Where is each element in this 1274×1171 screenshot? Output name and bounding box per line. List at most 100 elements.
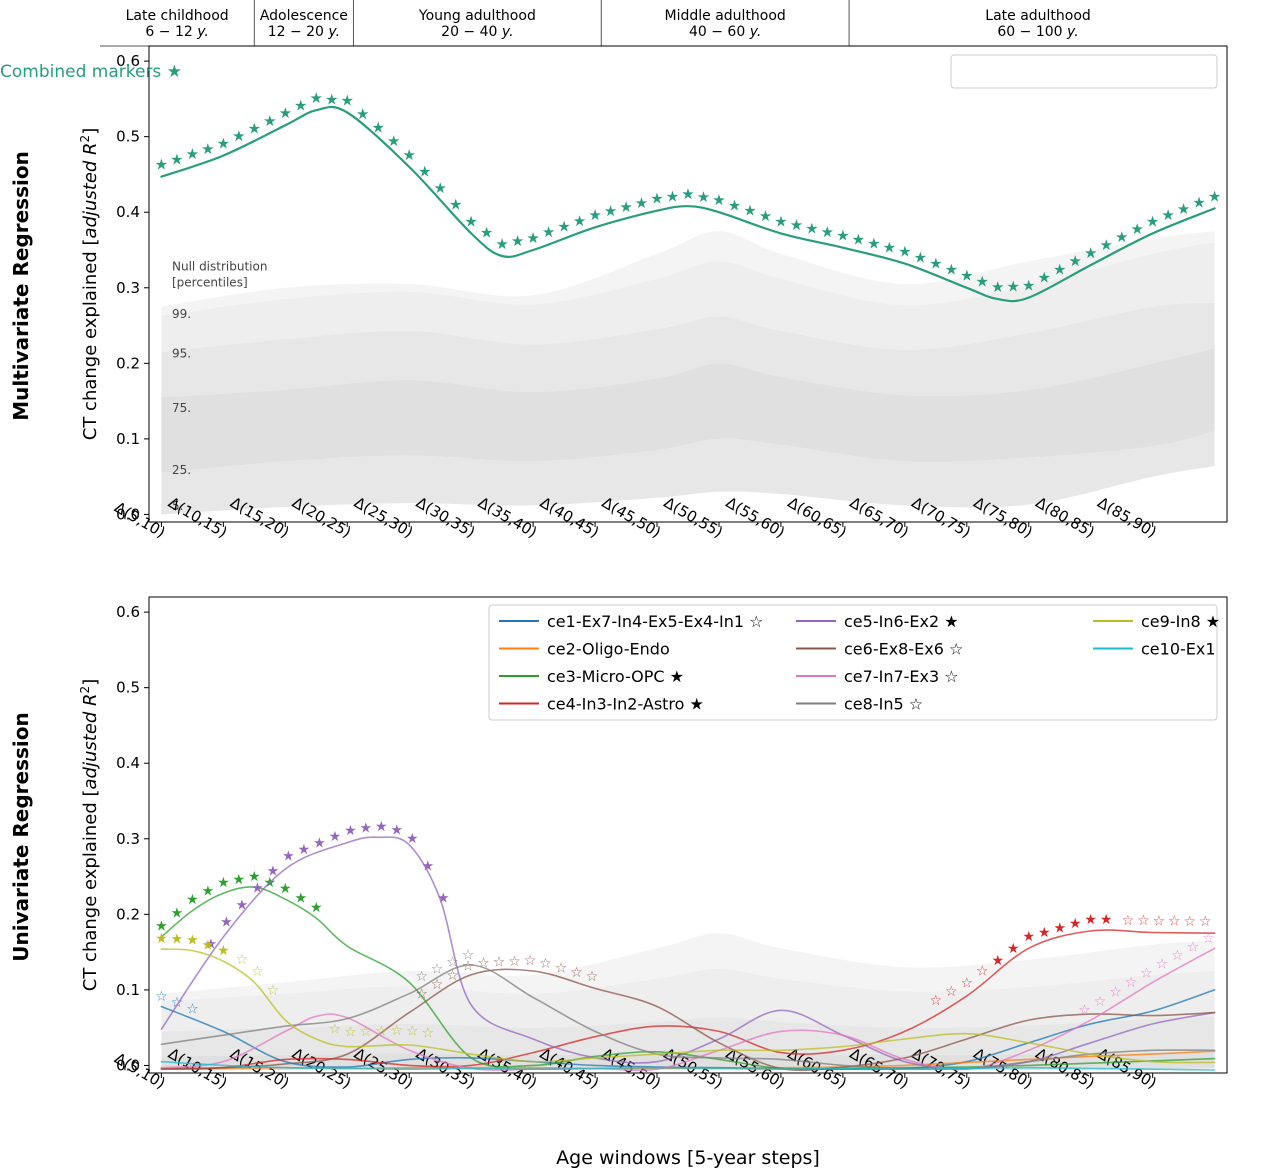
significance-star-filled: ★ bbox=[480, 224, 493, 242]
significance-star-filled: ★ bbox=[1069, 916, 1082, 932]
significance-star-filled: ★ bbox=[542, 223, 555, 241]
significance-star-filled: ★ bbox=[666, 187, 679, 205]
significance-star-filled: ★ bbox=[294, 97, 307, 115]
significance-star-filled: ★ bbox=[526, 229, 539, 247]
significance-star-filled: ★ bbox=[635, 194, 648, 212]
significance-star-filled: ★ bbox=[619, 198, 632, 216]
significance-star-filled: ★ bbox=[313, 835, 326, 851]
stage-name: Young adulthood bbox=[418, 8, 536, 24]
significance-star-filled: ★ bbox=[743, 202, 756, 220]
significance-star-open: ☆ bbox=[930, 993, 943, 1009]
significance-star-filled: ★ bbox=[511, 232, 524, 250]
significance-star-filled: ★ bbox=[1115, 228, 1128, 246]
legend-entry: ce5-In6-Ex2 ★ bbox=[844, 612, 959, 631]
legend-box bbox=[950, 54, 1218, 89]
significance-star-open: ☆ bbox=[1078, 1003, 1091, 1019]
legend-box bbox=[488, 604, 1218, 721]
series-line bbox=[160, 929, 1216, 1070]
x-tick-label: Δ(60,65) bbox=[785, 493, 850, 541]
y-tick-label: 0.1 bbox=[116, 430, 140, 448]
significance-star-filled: ★ bbox=[201, 140, 214, 158]
significance-star-filled: ★ bbox=[1177, 200, 1190, 218]
significance-star-open: ☆ bbox=[1140, 966, 1153, 982]
significance-star-filled: ★ bbox=[375, 819, 388, 835]
significance-star-filled: ★ bbox=[155, 919, 168, 935]
y-tick-label: 0.1 bbox=[116, 981, 140, 999]
significance-star-filled: ★ bbox=[1038, 925, 1051, 941]
significance-star-filled: ★ bbox=[310, 900, 323, 916]
significance-star-filled: ★ bbox=[233, 872, 246, 888]
significance-star-open: ☆ bbox=[1184, 914, 1197, 930]
significance-star-filled: ★ bbox=[422, 858, 435, 874]
significance-star-open: ☆ bbox=[555, 960, 568, 976]
significance-star-open: ☆ bbox=[1137, 913, 1150, 929]
multivariate-panel: Null distribution [percentiles] 99. 95. 75. 2… bbox=[0, 45, 1228, 541]
significance-star-filled: ★ bbox=[282, 849, 295, 865]
significance-star-open: ☆ bbox=[329, 1021, 342, 1037]
significance-star-filled: ★ bbox=[604, 202, 617, 220]
significance-star-filled: ★ bbox=[1146, 212, 1159, 230]
significance-star-filled: ★ bbox=[325, 90, 338, 108]
axes-frame bbox=[148, 596, 1228, 1074]
significance-star-filled: ★ bbox=[1022, 277, 1035, 295]
significance-star-filled: ★ bbox=[960, 267, 973, 285]
significance-star-filled: ★ bbox=[1084, 244, 1097, 262]
significance-star-filled: ★ bbox=[929, 255, 942, 273]
significance-star-filled: ★ bbox=[217, 875, 230, 891]
stage-name: Late adulthood bbox=[985, 8, 1091, 24]
significance-star-filled: ★ bbox=[251, 881, 264, 897]
significance-star-open: ☆ bbox=[462, 958, 475, 974]
significance-star-open: ☆ bbox=[267, 983, 280, 999]
significance-star-filled: ★ bbox=[298, 842, 311, 858]
significance-star-filled: ★ bbox=[263, 112, 276, 130]
significance-star-open: ☆ bbox=[375, 1024, 388, 1040]
significance-star-open: ☆ bbox=[570, 965, 583, 981]
x-tick-label: Δ(50,55) bbox=[661, 493, 726, 541]
legend-entry: ce4-In3-In2-Astro ★ bbox=[547, 695, 704, 714]
series-line bbox=[160, 968, 1216, 1072]
null-distribution-title: Null distribution bbox=[172, 259, 267, 273]
legend-entry: ce7-In7-Ex3 ☆ bbox=[844, 667, 959, 686]
y-tick-label: 0.4 bbox=[116, 754, 140, 772]
significance-star-open: ☆ bbox=[508, 954, 521, 970]
significance-star-filled: ★ bbox=[1161, 206, 1174, 224]
row-label-multivariate: Multivariate Regression bbox=[9, 151, 33, 421]
legend-entry: ce1-Ex7-In4-Ex5-Ex4-In1 ☆ bbox=[547, 612, 763, 631]
significance-star-open: ☆ bbox=[586, 969, 599, 985]
significance-star-open: ☆ bbox=[446, 954, 459, 970]
significance-star-filled: ★ bbox=[406, 831, 419, 847]
significance-star-filled: ★ bbox=[155, 931, 168, 947]
stage-name: Adolescence bbox=[260, 8, 348, 24]
significance-star-filled: ★ bbox=[495, 235, 508, 253]
significance-star-filled: ★ bbox=[790, 216, 803, 234]
y-tick-label: 0.2 bbox=[116, 354, 140, 372]
significance-star-filled: ★ bbox=[433, 179, 446, 197]
series-line bbox=[160, 105, 1216, 303]
significance-star-filled: ★ bbox=[186, 932, 199, 948]
row-label-univariate: Univariate Regression bbox=[9, 712, 33, 962]
legend-entry: ce10-Ex1 bbox=[1141, 640, 1216, 659]
significance-star-filled: ★ bbox=[914, 249, 927, 267]
x-tick-label: Δ(45,50) bbox=[599, 493, 664, 541]
significance-star-open: ☆ bbox=[1156, 957, 1169, 973]
significance-star-open: ☆ bbox=[1153, 913, 1166, 929]
significance-star-open: ☆ bbox=[493, 955, 506, 971]
legend-entry: ce2-Oligo-Endo bbox=[547, 640, 670, 659]
significance-star-filled: ★ bbox=[573, 212, 586, 230]
significance-star-open: ☆ bbox=[477, 956, 490, 972]
significance-star-open: ☆ bbox=[1168, 914, 1181, 930]
null-band-p75-p95 bbox=[161, 302, 1215, 398]
significance-star-filled: ★ bbox=[836, 227, 849, 245]
significance-star-filled: ★ bbox=[852, 231, 865, 249]
significance-star-open: ☆ bbox=[155, 989, 168, 1005]
significance-star-filled: ★ bbox=[557, 218, 570, 236]
significance-star-open: ☆ bbox=[976, 963, 989, 979]
stage-age-range: 12 − 20 y. bbox=[268, 24, 340, 40]
x-tick-label: Δ(85,90) bbox=[1094, 493, 1159, 541]
significance-star-filled: ★ bbox=[341, 91, 354, 109]
y-tick-label: 0.6 bbox=[116, 603, 140, 621]
significance-star-filled: ★ bbox=[991, 278, 1004, 296]
significance-star-filled: ★ bbox=[867, 235, 880, 253]
null-band-p25-p75 bbox=[161, 348, 1215, 473]
significance-star-open: ☆ bbox=[539, 956, 552, 972]
